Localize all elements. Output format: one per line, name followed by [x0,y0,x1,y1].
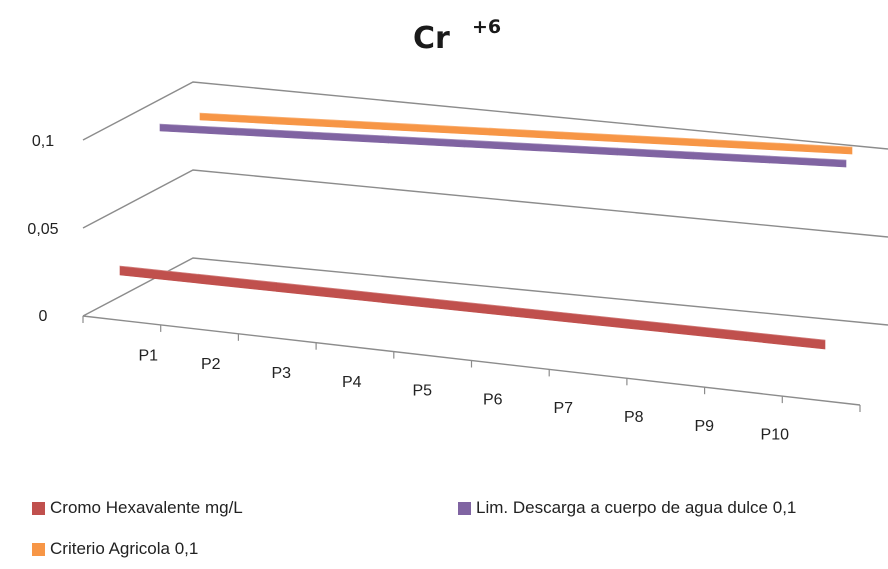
chart-title-superscript: +6 [472,16,501,38]
gridline [82,257,888,326]
series-segment-0 [668,323,747,342]
gridline [82,169,888,238]
y-tick-label: 0,1 [32,133,54,150]
series-edge-2 [199,112,853,148]
series-segment-0 [511,306,591,325]
legend-label-lim-descarga: Lim. Descarga a cuerpo de agua dulce 0,1 [476,498,797,517]
x-tick-label: P4 [342,374,362,391]
x-tick-label: P10 [761,427,790,444]
series-segment-2 [779,142,853,155]
legend-label-cromo: Cromo Hexavalente mg/L [50,498,243,517]
y-tick-label: 0 [39,308,48,325]
series-segment-0 [354,290,434,309]
series-segment-1 [769,155,847,168]
series-segment-0 [433,298,512,317]
legend-item-cromo: Cromo Hexavalente mg/L [32,498,243,518]
x-tick-label: P8 [624,409,644,426]
x-tick-label: P3 [271,365,291,382]
x-tick-label: P6 [483,391,503,408]
x-tick-label: P1 [138,347,158,364]
legend-label-criterio-agricola: Criterio Agricola 0,1 [50,539,199,558]
chart-title: Cr [413,21,450,56]
series-segment-0 [198,273,277,292]
x-tick-label: P7 [553,400,573,417]
series-segment-0 [589,315,669,333]
legend-swatch-cromo [32,501,45,515]
x-tick-label: P2 [201,356,221,373]
gridline [82,81,888,150]
series-segment-0 [746,331,826,350]
x-tick-label: P5 [412,383,432,400]
legend-item-criterio-agricola: Criterio Agricola 0,1 [32,539,198,559]
series-segment-0 [119,265,199,284]
x-tick-label: P9 [694,418,714,435]
legend-swatch-lim-descarga [458,501,471,515]
series-edge-0 [119,265,826,341]
y-tick-label: 0,05 [27,221,58,238]
legend-item-lim-descarga: Lim. Descarga a cuerpo de agua dulce 0,1 [458,498,796,518]
legend-swatch-criterio-agricola [32,542,45,556]
series-edge-1 [159,123,847,161]
series-segment-0 [276,282,356,300]
